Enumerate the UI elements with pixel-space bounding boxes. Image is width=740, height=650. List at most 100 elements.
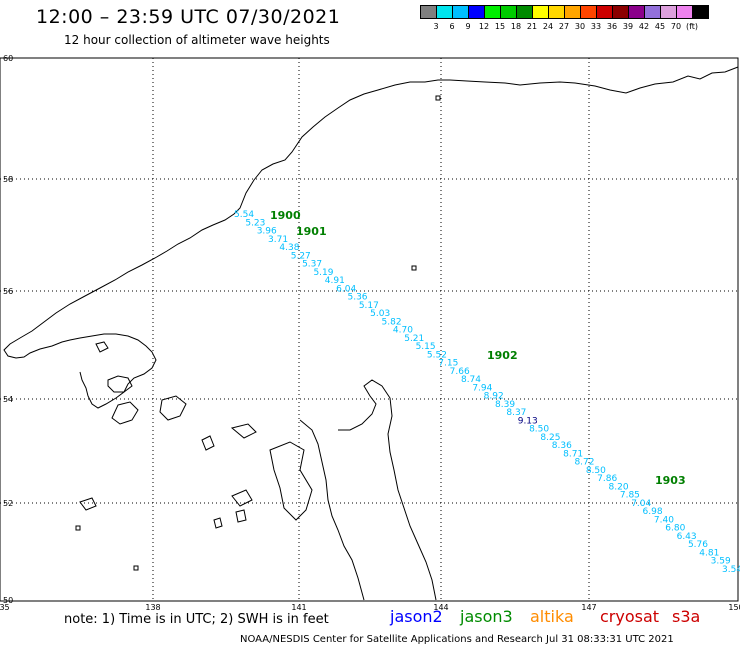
colorbar-label: 12	[478, 22, 490, 31]
colorbar-swatch	[692, 5, 709, 19]
colorbar-label: 36	[606, 22, 618, 31]
wave-height-value: 8.25	[540, 433, 560, 443]
wave-height-value: 4.81	[699, 548, 719, 558]
wave-height-value: 5.27	[291, 251, 311, 261]
track-time-labels: 1900 1901 1902 1903	[270, 209, 686, 487]
island-11	[269, 441, 313, 521]
coastline	[3, 66, 739, 601]
island-3	[111, 401, 139, 425]
wave-height-value: 7.85	[620, 491, 640, 501]
wave-height-value: 7.66	[450, 367, 470, 377]
colorbar-label: 39	[622, 22, 634, 31]
latitude-label: 54	[3, 395, 13, 404]
footer-note: note: 1) Time is in UTC; 2) SWH is in fe…	[64, 612, 329, 627]
wave-height-value: 8.50	[586, 466, 606, 476]
longitude-label: 138	[145, 603, 160, 612]
wave-height-value: 5.15	[416, 342, 436, 352]
wave-height-value: 8.92	[484, 392, 504, 402]
colorbar-label: 15	[494, 22, 506, 31]
wave-height-value: 5.36	[347, 293, 367, 303]
small-islet-1	[411, 265, 417, 271]
island-7	[79, 497, 97, 511]
wave-height-value: 7.04	[631, 499, 651, 509]
wave-height-value: 3.54	[722, 565, 740, 575]
mission-label-altika: altika	[530, 607, 574, 626]
wave-height-value: 8.72	[574, 458, 594, 468]
mission-label-s3a: s3a	[672, 607, 701, 626]
mission-label-jason3: jason3	[460, 607, 513, 626]
track-time-label: 1900	[270, 209, 301, 222]
map-frame	[0, 57, 739, 602]
wave-height-value: 5.76	[688, 540, 708, 550]
wave-height-value: 5.54	[234, 210, 254, 220]
graticule	[0, 58, 738, 600]
wave-height-value: 5.21	[404, 334, 424, 344]
colorbar-label: 30	[574, 22, 586, 31]
wave-height-value: 6.80	[665, 524, 685, 534]
wave-height-value: 8.39	[495, 400, 515, 410]
wave-height-value: 5.52	[427, 350, 447, 360]
satellite-track: 5.545.233.963.714.385.275.375.194.916.04…	[234, 210, 740, 575]
footer-credit: NOAA/NESDIS Center for Satellite Applica…	[240, 634, 674, 645]
wave-height-value: 5.23	[245, 218, 265, 228]
mission-label-cryosat: cryosat	[600, 607, 660, 626]
wave-height-value: 7.94	[472, 383, 492, 393]
colorbar-label: 9	[465, 22, 471, 31]
mission-label-jason2: jason2	[390, 607, 443, 626]
colorbar-label: 33	[590, 22, 602, 31]
wave-height-value: 6.43	[677, 532, 697, 542]
longitude-label: 144	[433, 603, 448, 612]
wave-height-value: 4.70	[393, 326, 413, 336]
wave-height-value: 9.13	[518, 416, 538, 426]
wave-height-value: 5.82	[382, 317, 402, 327]
small-islet-3	[133, 565, 139, 571]
track-time-label: 1901	[296, 225, 327, 238]
wave-height-value: 6.98	[643, 507, 663, 517]
latitude-label: 60	[3, 54, 13, 63]
alaska-coastline	[3, 66, 739, 409]
colorbar-label: 3	[433, 22, 439, 31]
wave-height-value: 8.36	[552, 441, 572, 451]
wave-height-value: 5.17	[359, 301, 379, 311]
longitude-label: 141	[291, 603, 306, 612]
island-8	[231, 489, 253, 507]
wave-height-value: 8.50	[529, 425, 549, 435]
small-islet-4	[75, 525, 81, 531]
small-islet-2	[435, 95, 441, 101]
wave-height-value: 3.71	[268, 235, 288, 245]
colorbar-label: 27	[558, 22, 570, 31]
track-time-label: 1902	[487, 349, 518, 362]
wave-height-value: 3.96	[257, 227, 277, 237]
colorbar-label: 6	[449, 22, 455, 31]
wave-height-value: 5.03	[370, 309, 390, 319]
wave-height-value: 5.19	[313, 268, 333, 278]
island-9	[235, 509, 247, 523]
wave-height-value: 4.91	[325, 276, 345, 286]
colorbar-label: 18	[510, 22, 522, 31]
wave-height-value: 7.15	[438, 359, 458, 369]
wave-height-value: 8.20	[609, 482, 629, 492]
longitude-label: 135	[0, 603, 10, 612]
wave-height-colorbar	[420, 5, 709, 19]
latitude-label: 58	[3, 175, 13, 184]
axis-labels: 60 58 56 54 52 50135 138 141 144 147 150	[0, 54, 740, 612]
island-4	[159, 395, 187, 421]
wave-height-value: 8.37	[506, 408, 526, 418]
peninsula	[299, 419, 365, 601]
colorbar-label: (ft)	[685, 22, 699, 31]
island-1	[107, 375, 133, 393]
latitude-label: 50	[3, 596, 13, 605]
longitude-label: 147	[581, 603, 596, 612]
wave-height-value: 8.71	[563, 449, 583, 459]
peninsula-east	[338, 379, 437, 601]
wave-height-value: 6.04	[336, 284, 356, 294]
wave-height-value: 4.38	[279, 243, 299, 253]
wave-height-value: 5.37	[302, 260, 322, 270]
wave-height-value: 7.40	[654, 515, 674, 525]
wave-height-value: 3.59	[711, 557, 731, 567]
latitude-label: 52	[3, 499, 13, 508]
map-title: 12:00 – 23:59 UTC 07/30/2021	[36, 6, 341, 28]
track-time-label: 1903	[655, 474, 686, 487]
longitude-label: 150	[728, 603, 740, 612]
